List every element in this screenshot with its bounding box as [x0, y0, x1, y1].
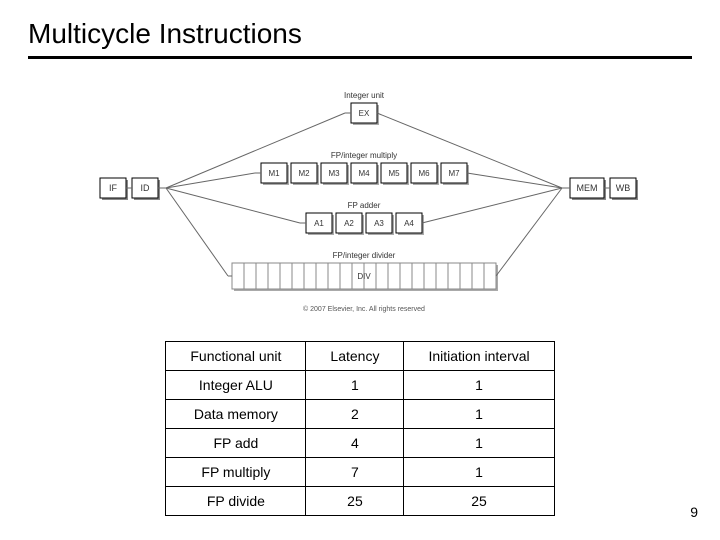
- svg-text:A2: A2: [344, 219, 354, 228]
- svg-text:M5: M5: [388, 169, 400, 178]
- table-cell: 25: [404, 487, 554, 516]
- table-row: FP add41: [166, 429, 554, 458]
- svg-text:A4: A4: [404, 219, 414, 228]
- svg-text:M2: M2: [298, 169, 310, 178]
- pipeline-diagram: IF ID MEM WB Integer unit EX FP/integer multip…: [28, 73, 692, 323]
- table-cell: Data memory: [166, 400, 306, 429]
- col-latency: Latency: [306, 342, 404, 371]
- svg-text:Integer unit: Integer unit: [344, 91, 385, 100]
- svg-text:EX: EX: [359, 109, 370, 118]
- table-cell: 1: [404, 458, 554, 487]
- svg-text:M6: M6: [418, 169, 430, 178]
- svg-text:M7: M7: [448, 169, 460, 178]
- table-row: FP multiply71: [166, 458, 554, 487]
- svg-text:FP/integer multiply: FP/integer multiply: [331, 151, 397, 160]
- table-cell: Integer ALU: [166, 371, 306, 400]
- page-number: 9: [690, 504, 698, 520]
- pipeline-svg: IF ID MEM WB Integer unit EX FP/integer multip…: [80, 73, 640, 323]
- svg-text:WB: WB: [616, 183, 631, 193]
- svg-text:MEM: MEM: [577, 183, 598, 193]
- table-cell: FP divide: [166, 487, 306, 516]
- table-cell: FP add: [166, 429, 306, 458]
- table-cell: 7: [306, 458, 404, 487]
- svg-text:A1: A1: [314, 219, 324, 228]
- table-cell: FP multiply: [166, 458, 306, 487]
- title-rule: [28, 56, 692, 59]
- table-row: Data memory21: [166, 400, 554, 429]
- svg-text:M4: M4: [358, 169, 370, 178]
- table-cell: 1: [404, 429, 554, 458]
- table-cell: 25: [306, 487, 404, 516]
- col-functional-unit: Functional unit: [166, 342, 306, 371]
- svg-text:M1: M1: [268, 169, 280, 178]
- col-initiation-interval: Initiation interval: [404, 342, 554, 371]
- svg-text:ID: ID: [141, 183, 151, 193]
- latency-table: Functional unitLatencyInitiation interva…: [165, 341, 554, 516]
- svg-text:FP adder: FP adder: [348, 201, 381, 210]
- table-cell: 4: [306, 429, 404, 458]
- slide-title: Multicycle Instructions: [28, 18, 692, 50]
- svg-text:M3: M3: [328, 169, 340, 178]
- svg-text:IF: IF: [109, 183, 118, 193]
- svg-text:DIV: DIV: [357, 272, 371, 281]
- table-row: Integer ALU11: [166, 371, 554, 400]
- svg-text:FP/integer divider: FP/integer divider: [333, 251, 396, 260]
- table-row: FP divide2525: [166, 487, 554, 516]
- table-cell: 1: [404, 371, 554, 400]
- table-cell: 2: [306, 400, 404, 429]
- svg-text:© 2007 Elsevier, Inc. All righ: © 2007 Elsevier, Inc. All rights reserve…: [303, 305, 425, 313]
- svg-text:A3: A3: [374, 219, 384, 228]
- table-cell: 1: [404, 400, 554, 429]
- table-cell: 1: [306, 371, 404, 400]
